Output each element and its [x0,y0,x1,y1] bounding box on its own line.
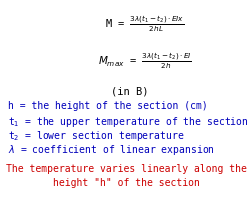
Text: M = $\frac{3\lambda(t_1-t_2)\cdot EIx}{2hL}$: M = $\frac{3\lambda(t_1-t_2)\cdot EIx}{2… [105,14,184,34]
Text: t$_2$ = lower section temperature: t$_2$ = lower section temperature [8,129,184,143]
Text: h = the height of the section (cm): h = the height of the section (cm) [8,101,207,111]
Text: $M_{max}$ = $\frac{3\lambda(t_1-t_2)\cdot EI}{2h}$: $M_{max}$ = $\frac{3\lambda(t_1-t_2)\cdo… [98,51,191,71]
Text: $\lambda$ = coefficient of linear expansion: $\lambda$ = coefficient of linear expans… [8,143,214,157]
Text: (in B): (in B) [111,86,148,96]
Text: The temperature varies linearly along the
height "h" of the section: The temperature varies linearly along th… [6,164,245,188]
Text: t$_1$ = the upper temperature of the section: t$_1$ = the upper temperature of the sec… [8,115,248,129]
